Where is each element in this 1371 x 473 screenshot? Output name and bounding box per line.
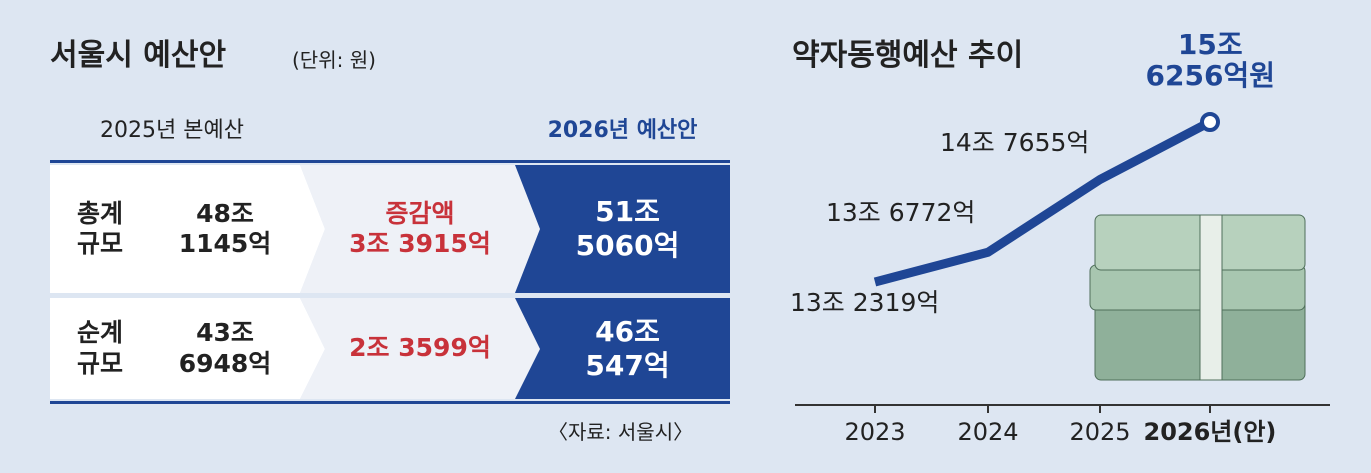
table-cell: 순계 규모 [76,318,123,378]
column-header: 2025년 본예산 [100,118,244,143]
source: 〈자료: 서울시〉 [548,420,694,444]
table-cell: 51조 5060억 [575,195,680,263]
value-label: 13조 2319억 [790,288,940,317]
unit: (단위: 원) [292,48,376,72]
table-cell: 43조 6948억 [178,318,272,378]
table-bottom-rule [50,401,730,404]
cell-bg [300,298,540,399]
table-cell: 총계 규모 [76,198,123,259]
x-tick-label: 2026년(안) [1143,418,1277,446]
table-cell: 46조 547억 [585,314,670,382]
x-tick-label: 2025 [1069,418,1131,446]
cell-bg [515,165,730,293]
column-header: 2026년 예산안 [547,118,698,143]
cell-bg [515,298,730,399]
line [873,118,1213,287]
cell-bg [50,165,325,293]
title: 서울시 예산안 [50,38,227,73]
x-tick-label: 2024 [957,418,1019,446]
chart-title: 약자동행예산 추이 [792,38,1024,73]
table-cell: 48조 1145억 [178,198,272,259]
money-illustration [1089,214,1306,381]
value-label: 14조 7655억 [940,128,1090,157]
value-label: 15조 6256억원 [1145,28,1275,92]
value-label: 13조 6772억 [826,198,976,227]
end-point [1200,112,1220,132]
table-cell: 2조 3599억 [349,333,491,362]
table-cell: 증감액 3조 3915억 [349,198,491,259]
x-tick-label: 2023 [844,418,906,446]
table-top-rule [50,160,730,163]
cell-bg [50,298,325,399]
cell-bg [300,165,540,293]
